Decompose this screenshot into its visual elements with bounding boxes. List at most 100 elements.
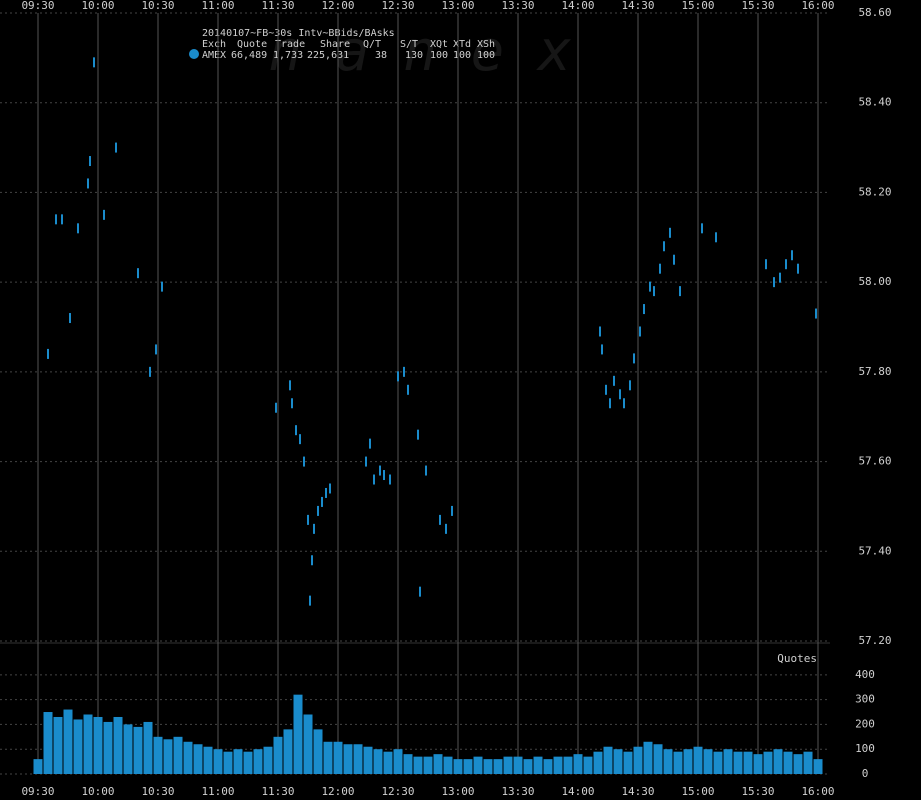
- legend-stat: 100: [430, 50, 448, 61]
- price-point: [773, 277, 775, 288]
- volume-bar: [43, 712, 53, 774]
- y-tick-label: 57.80: [858, 365, 891, 378]
- price-point: [629, 380, 631, 391]
- x-tick-label: 12:00: [321, 0, 354, 12]
- x-tick-label: 11:00: [201, 0, 234, 12]
- volume-bar: [153, 736, 163, 774]
- volume-bar: [493, 759, 503, 774]
- volume-bar: [383, 751, 393, 774]
- price-point: [55, 214, 57, 225]
- volume-bar: [193, 744, 203, 774]
- legend-column: S/T: [400, 39, 418, 50]
- x-tick-label: 15:00: [681, 0, 714, 12]
- legend-series-name: AMEX: [202, 50, 226, 61]
- price-point: [605, 384, 607, 395]
- volume-bar: [703, 749, 713, 774]
- legend-column: Trade: [275, 39, 305, 50]
- price-point: [425, 465, 427, 476]
- volume-bar: [253, 749, 263, 774]
- volume-bar: [463, 759, 473, 774]
- price-point: [321, 496, 323, 507]
- y-tick-label: 0: [862, 767, 869, 780]
- volume-bar: [743, 751, 753, 774]
- price-point: [417, 429, 419, 440]
- price-point: [93, 57, 95, 68]
- volume-bar: [103, 721, 113, 774]
- volume-bar: [203, 746, 213, 774]
- volume-bar: [53, 716, 63, 774]
- price-point: [47, 348, 49, 359]
- volume-bar: [433, 754, 443, 774]
- volume-bar: [633, 746, 643, 774]
- volume-bar: [273, 736, 283, 774]
- volume-bar: [183, 741, 193, 774]
- volume-bar: [523, 759, 533, 774]
- price-point: [311, 555, 313, 566]
- volume-bar: [623, 751, 633, 774]
- volume-bar: [503, 756, 513, 774]
- price-point: [419, 586, 421, 597]
- price-point: [289, 380, 291, 391]
- volume-bar: [223, 751, 233, 774]
- x-tick-label: 10:00: [81, 0, 114, 12]
- volume-bar: [803, 751, 813, 774]
- volume-bar: [683, 749, 693, 774]
- volume-bar: [323, 741, 333, 774]
- price-point: [397, 371, 399, 382]
- volume-bar: [73, 719, 83, 774]
- volume-bar: [313, 729, 323, 774]
- x-tick-label: 14:00: [561, 785, 594, 798]
- volume-bar: [373, 749, 383, 774]
- legend-column: Q/T: [363, 39, 381, 50]
- watermark: n a n e x: [268, 19, 572, 84]
- y-tick-label: 57.40: [858, 544, 891, 557]
- legend-column: Exch: [202, 39, 226, 50]
- x-tick-label: 13:30: [501, 785, 534, 798]
- volume-bar: [443, 756, 453, 774]
- volume-bar: [63, 709, 73, 774]
- volume-bar: [643, 741, 653, 774]
- volume-bar: [543, 759, 553, 774]
- legend-column: XTd: [453, 39, 471, 50]
- price-point: [383, 470, 385, 481]
- price-point: [307, 514, 309, 525]
- volume-bar: [263, 746, 273, 774]
- price-point: [369, 438, 371, 449]
- legend-stat: 225,631: [307, 50, 349, 61]
- y-tick-label: 200: [855, 717, 875, 730]
- price-point: [643, 304, 645, 315]
- volume-bar: [713, 751, 723, 774]
- price-point: [451, 505, 453, 516]
- y-tick-label: 58.00: [858, 275, 891, 288]
- chart-title: 20140107~FB~30s Intv~BBids/BAsks: [202, 28, 395, 39]
- volume-bar: [353, 744, 363, 774]
- legend-stat: 130: [405, 50, 423, 61]
- volume-bar: [693, 746, 703, 774]
- x-tick-label: 14:00: [561, 0, 594, 12]
- x-tick-label: 12:30: [381, 785, 414, 798]
- price-point: [379, 465, 381, 476]
- price-point: [137, 268, 139, 279]
- volume-bar: [663, 749, 673, 774]
- price-point: [701, 223, 703, 234]
- volume-bar: [513, 756, 523, 774]
- volume-bar: [173, 736, 183, 774]
- price-point: [373, 474, 375, 485]
- price-point: [407, 384, 409, 395]
- price-point: [633, 353, 635, 364]
- price-point: [115, 142, 117, 153]
- y-tick-label: 57.20: [858, 634, 891, 647]
- volume-bar: [123, 724, 133, 774]
- price-point: [329, 483, 331, 494]
- x-tick-label: 15:30: [741, 0, 774, 12]
- legend-stat: 66,489: [231, 50, 267, 61]
- price-point: [275, 402, 277, 413]
- price-point: [609, 398, 611, 409]
- x-tick-label: 14:30: [621, 785, 654, 798]
- legend-column: Share: [320, 39, 350, 50]
- price-point: [659, 263, 661, 274]
- x-tick-label: 16:00: [801, 0, 834, 12]
- volume-bar: [413, 756, 423, 774]
- price-point: [103, 209, 105, 220]
- y-tick-label: 100: [855, 742, 875, 755]
